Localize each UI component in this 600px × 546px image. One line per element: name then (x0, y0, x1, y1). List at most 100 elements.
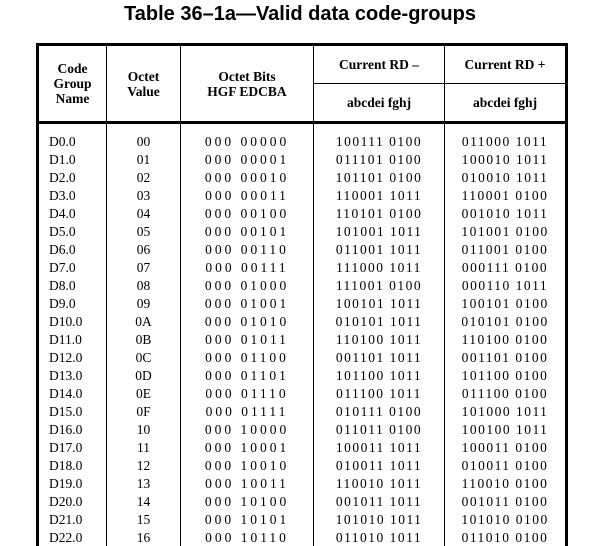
data-code-groups-table: Code Group Name Octet Value Octet Bits H… (36, 43, 568, 546)
cell-rd-plus: 010011 0100 (461, 458, 549, 473)
cell-rd-plus: 000110 1011 (461, 278, 549, 293)
cell-octet-value: 0F (106, 403, 181, 421)
cell-octet-bits: 000 10000 (180, 421, 314, 439)
cell-rd-plus: 110010 0100 (461, 476, 549, 491)
table-body: D0.0 00 000 00000 100111 0100 011000 1011 D1.… (37, 122, 567, 546)
cell-octet-bits: 000 01100 (180, 349, 314, 367)
header-current-rd-minus: Current RD – (313, 44, 445, 84)
cell-code-group-name: D5.0 (37, 223, 107, 241)
table-row: D11.0 0B 000 01011 110100 1011 110100 0100 (37, 331, 567, 349)
cell-rd-minus: 110001 1011 (313, 187, 445, 205)
header-current-rd-plus: Current RD + (444, 44, 567, 84)
cell-rd-plus: 011000 1011 (461, 134, 549, 149)
cell-octet-value: 0B (106, 331, 181, 349)
cell-rd-plus: 101001 0100 (461, 224, 549, 239)
data-code-groups-table-wrap: Code Group Name Octet Value Octet Bits H… (36, 43, 568, 546)
cell-rd-minus: 001011 1011 (313, 493, 445, 511)
cell-rd-minus: 010011 1011 (313, 457, 445, 475)
cell-rd-minus: 111001 0100 (313, 277, 445, 295)
cell-rd-minus: 101010 1011 (313, 511, 445, 529)
cell-rd-plus: 101100 0100 (461, 368, 549, 383)
cell-octet-bits: 000 00000 (180, 122, 314, 151)
cell-octet-bits: 000 01010 (180, 313, 314, 331)
cell-code-group-name: D20.0 (37, 493, 107, 511)
table-row: D2.0 02 000 00010 101101 0100 010010 1011 (37, 169, 567, 187)
table-row: D10.0 0A 000 01010 010101 1011 010101 0100 (37, 313, 567, 331)
cell-octet-value: 04 (106, 205, 181, 223)
header-line: Code (57, 61, 88, 76)
cell-octet-value: 09 (106, 295, 181, 313)
table-row: D21.0 15 000 10101 101010 1011 101010 0100 (37, 511, 567, 529)
cell-octet-value: 08 (106, 277, 181, 295)
cell-rd-plus: 010101 0100 (461, 314, 549, 329)
table-row: D4.0 04 000 00100 110101 0100 001010 1011 (37, 205, 567, 223)
cell-code-group-name: D18.0 (37, 457, 107, 475)
header-octet-value: Octet Value (106, 44, 181, 124)
cell-rd-plus: 100101 0100 (461, 296, 549, 311)
cell-rd-plus: 001010 1011 (461, 206, 549, 221)
cell-octet-value: 0D (106, 367, 181, 385)
cell-octet-bits: 000 01011 (180, 331, 314, 349)
cell-code-group-name: D17.0 (37, 439, 107, 457)
cell-octet-value: 12 (106, 457, 181, 475)
cell-rd-minus: 101101 0100 (313, 169, 445, 187)
cell-rd-plus: 100010 1011 (461, 152, 549, 167)
cell-octet-bits: 000 01110 (180, 385, 314, 403)
header-line: Value (127, 83, 160, 99)
table-row: D8.0 08 000 01000 111001 0100 000110 1011 (37, 277, 567, 295)
cell-octet-bits: 000 10010 (180, 457, 314, 475)
table-header: Code Group Name Octet Value Octet Bits H… (37, 44, 567, 124)
table-row: D0.0 00 000 00000 100111 0100 011000 1011 (37, 122, 567, 151)
cell-octet-bits: 000 01001 (180, 295, 314, 313)
cell-rd-minus: 100101 1011 (313, 295, 445, 313)
header-rd-minus-abcdei: abcdei fghj (313, 83, 445, 124)
table-row: D3.0 03 000 00011 110001 1011 110001 0100 (37, 187, 567, 205)
header-code-group-name: Code Group Name (37, 44, 107, 124)
cell-code-group-name: D9.0 (37, 295, 107, 313)
cell-octet-value: 01 (106, 151, 181, 169)
cell-octet-value: 0C (106, 349, 181, 367)
cell-rd-minus: 010111 0100 (313, 403, 445, 421)
cell-octet-value: 06 (106, 241, 181, 259)
cell-rd-minus: 010101 1011 (313, 313, 445, 331)
table-row: D13.0 0D 000 01101 101100 1011 101100 0100 (37, 367, 567, 385)
cell-rd-minus: 110101 0100 (313, 205, 445, 223)
header-rd-plus-abcdei: abcdei fghj (444, 83, 567, 124)
cell-rd-minus: 011010 1011 (313, 529, 445, 546)
cell-octet-value: 05 (106, 223, 181, 241)
cell-code-group-name: D4.0 (37, 205, 107, 223)
cell-octet-bits: 000 10110 (180, 529, 314, 546)
cell-code-group-name: D21.0 (37, 511, 107, 529)
cell-code-group-name: D2.0 (37, 169, 107, 187)
cell-rd-plus: 001101 0100 (461, 350, 549, 365)
cell-octet-bits: 000 00001 (180, 151, 314, 169)
cell-code-group-name: D19.0 (37, 475, 107, 493)
cell-code-group-name: D12.0 (37, 349, 107, 367)
table-row: D15.0 0F 000 01111 010111 0100 101000 1011 (37, 403, 567, 421)
cell-code-group-name: D8.0 (37, 277, 107, 295)
cell-code-group-name: D11.0 (37, 331, 107, 349)
header-octet-bits: Octet Bits HGF EDCBA (180, 44, 314, 124)
cell-octet-bits: 000 00011 (180, 187, 314, 205)
cell-octet-bits: 000 00110 (180, 241, 314, 259)
cell-octet-value: 00 (106, 122, 181, 151)
cell-rd-plus: 101010 0100 (461, 512, 549, 527)
cell-rd-plus: 000111 0100 (461, 260, 549, 275)
cell-octet-value: 10 (106, 421, 181, 439)
cell-code-group-name: D10.0 (37, 313, 107, 331)
header-line: Octet Bits (218, 68, 276, 84)
cell-rd-minus: 011101 0100 (313, 151, 445, 169)
cell-rd-plus: 011010 0100 (461, 530, 549, 545)
cell-octet-bits: 000 10011 (180, 475, 314, 493)
cell-code-group-name: D22.0 (37, 529, 107, 546)
cell-code-group-name: D6.0 (37, 241, 107, 259)
cell-rd-minus: 011100 1011 (313, 385, 445, 403)
cell-rd-minus: 100111 0100 (313, 122, 445, 151)
cell-code-group-name: D3.0 (37, 187, 107, 205)
table-row: D17.0 11 000 10001 100011 1011 100011 0100 (37, 439, 567, 457)
cell-octet-value: 0A (106, 313, 181, 331)
page-title: Table 36–1a—Valid data code-groups (124, 3, 476, 25)
header-line: Group (53, 76, 92, 91)
table-row: D16.0 10 000 10000 011011 0100 100100 1011 (37, 421, 567, 439)
